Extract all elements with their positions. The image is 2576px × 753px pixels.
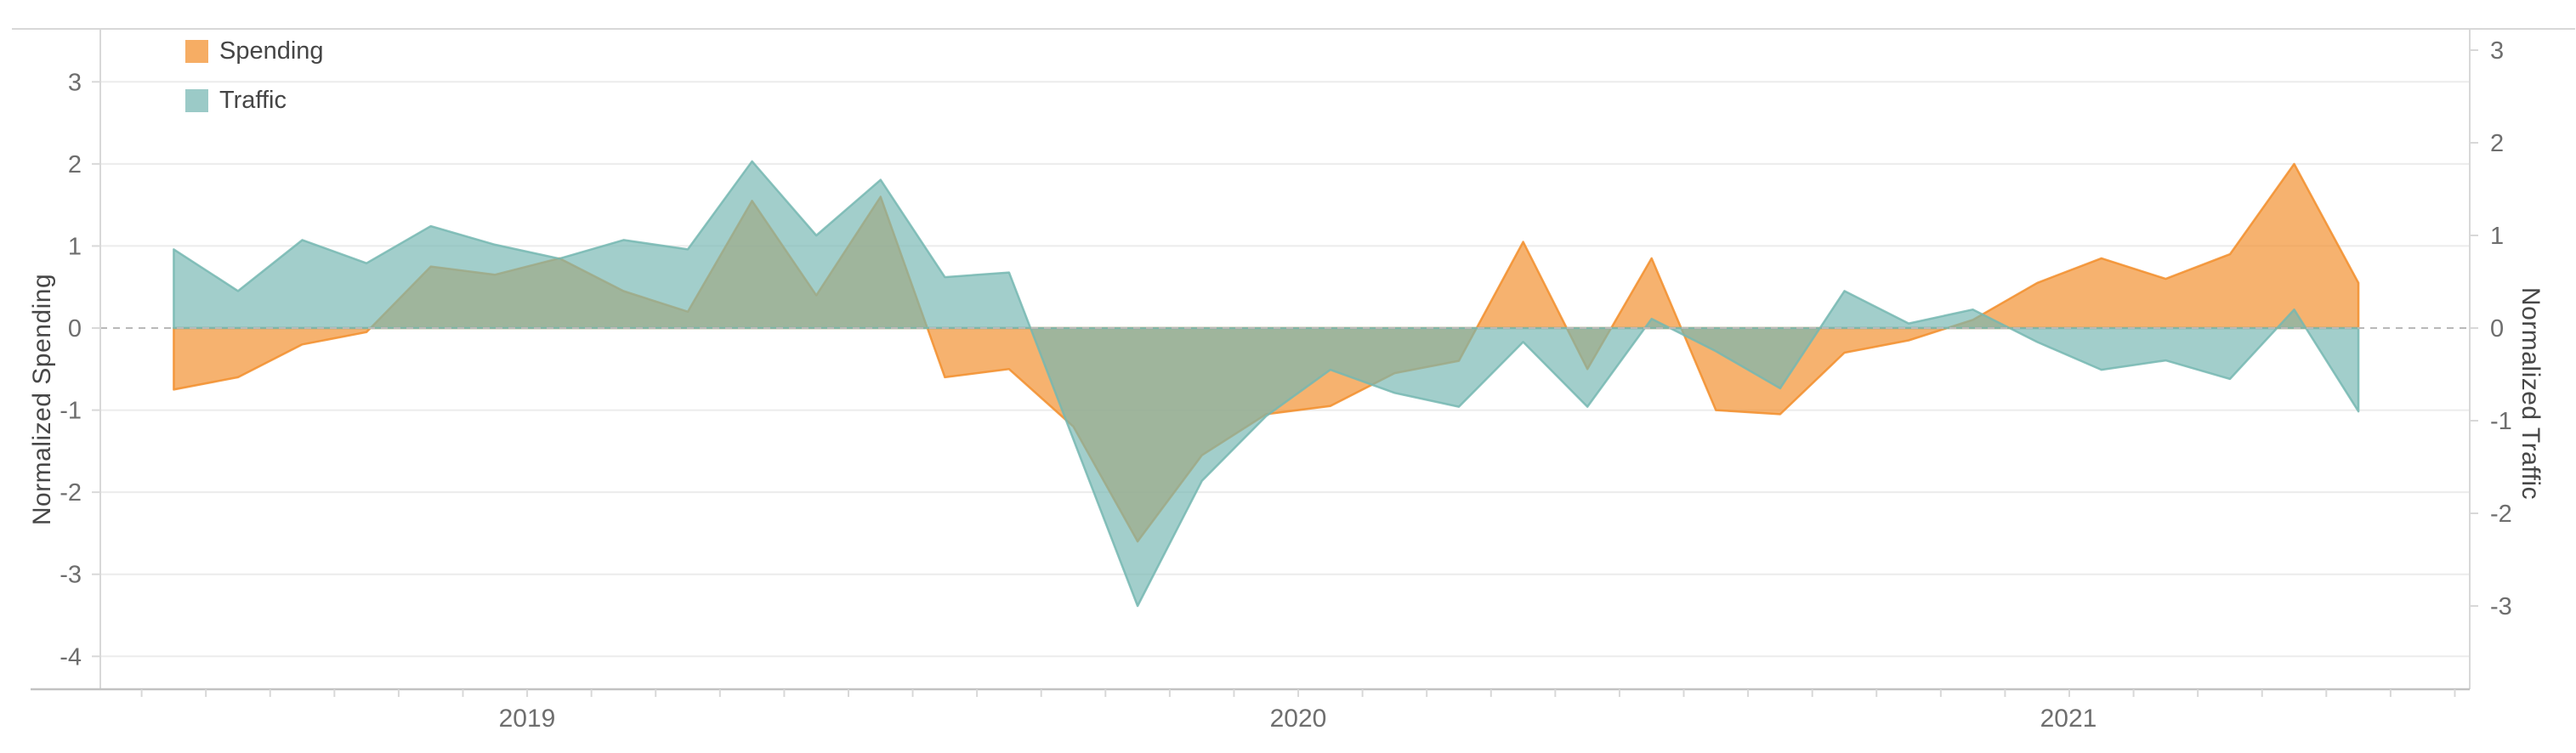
- month-tick-marks: [140, 689, 2456, 697]
- legend-label: Spending: [219, 37, 324, 65]
- right-tick-label: 2: [2490, 130, 2504, 157]
- right-axis-title: Normalized Traffic: [2516, 286, 2545, 501]
- left-axis-title: Normalized Spending: [28, 273, 56, 526]
- right-axis-ticks: 3 2 1 0 -1 -2 -3: [2470, 37, 2512, 620]
- left-tick-label: -3: [60, 562, 82, 589]
- left-tick-label: 0: [68, 315, 82, 343]
- legend-item-spending[interactable]: Spending: [185, 37, 324, 65]
- right-tick-label: -1: [2490, 408, 2512, 435]
- left-axis-ticks: 3 2 1 0 -1 -2 -3 -4: [60, 69, 100, 671]
- left-tick-label: 2: [68, 151, 82, 178]
- x-axis-year-2021: 2021: [2040, 705, 2097, 733]
- area-traffic[interactable]: [173, 160, 2360, 608]
- legend-item-traffic[interactable]: Traffic: [185, 87, 324, 115]
- left-tick-label: 1: [68, 233, 82, 260]
- x-axis-year-2020: 2020: [1269, 705, 1327, 733]
- right-tick-label: 0: [2490, 315, 2504, 343]
- right-tick-label: 1: [2490, 223, 2504, 250]
- spending-swatch-icon: [185, 40, 208, 63]
- right-tick-label: -3: [2490, 593, 2512, 620]
- legend-label: Traffic: [219, 87, 287, 114]
- left-tick-label: -4: [60, 643, 82, 671]
- right-tick-label: -2: [2490, 501, 2512, 528]
- legend: Spending Traffic: [185, 37, 324, 115]
- x-axis-year-2019: 2019: [498, 705, 556, 733]
- left-tick-label: -2: [60, 479, 82, 507]
- left-tick-label: 3: [68, 69, 82, 96]
- traffic-swatch-icon: [185, 89, 208, 112]
- left-tick-label: -1: [60, 398, 82, 425]
- right-tick-label: 3: [2490, 37, 2504, 65]
- series-areas: [173, 160, 2360, 608]
